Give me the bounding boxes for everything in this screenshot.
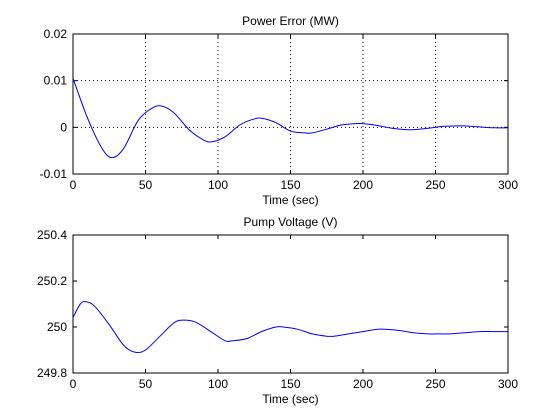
power-error-x-tick-label: 150	[280, 178, 300, 192]
power-error-x-tick-label: 250	[425, 178, 445, 192]
pump-voltage-x-axis-label: Time (sec)	[262, 392, 318, 406]
power-error-x-tick-label: 100	[208, 178, 228, 192]
pump-voltage-y-tick-label: 250.4	[37, 228, 67, 242]
pump-voltage-subplot: 0 50 100 150 200 250 300 249.8 250 250.2 250.4 Pum…	[37, 215, 518, 406]
power-error-x-axis-label: Time (sec)	[262, 193, 318, 207]
pump-voltage-x-tick-label: 100	[208, 377, 228, 391]
pump-voltage-x-tick-label: 150	[280, 377, 300, 391]
pump-voltage-y-tick-label: 249.8	[37, 366, 67, 380]
power-error-grid	[73, 34, 508, 174]
power-error-y-tick-label: 0.01	[44, 74, 68, 88]
power-error-y-tick-label: 0	[60, 120, 67, 134]
power-error-series-line	[72, 78, 509, 159]
pump-voltage-x-tick-label: 200	[353, 377, 373, 391]
pump-voltage-y-tick-label: 250.2	[37, 274, 67, 288]
power-error-x-tick-label: 0	[70, 178, 77, 192]
power-error-y-tick-label: -0.01	[40, 167, 68, 181]
pump-voltage-x-tick-label: 250	[425, 377, 445, 391]
pump-voltage-ticks: 0 50 100 150 200 250 300 249.8 250 250.2 250.4	[37, 228, 518, 391]
pump-voltage-series-line	[72, 301, 508, 354]
power-error-x-tick-label: 50	[139, 178, 153, 192]
pump-voltage-title: Pump Voltage (V)	[243, 215, 337, 229]
power-error-x-tick-label: 200	[353, 178, 373, 192]
power-error-y-tick-label: 0.02	[44, 27, 68, 41]
power-error-x-tick-label: 300	[498, 178, 518, 192]
power-error-title: Power Error (MW)	[242, 14, 339, 28]
pump-voltage-x-tick-label: 0	[70, 377, 77, 391]
pump-voltage-x-tick-label: 300	[498, 377, 518, 391]
pump-voltage-y-tick-label: 250	[47, 320, 67, 334]
pump-voltage-x-tick-label: 50	[139, 377, 153, 391]
